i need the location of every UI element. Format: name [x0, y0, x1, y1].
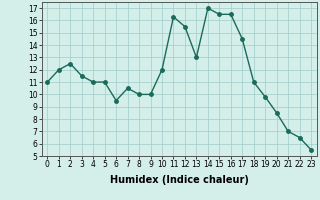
X-axis label: Humidex (Indice chaleur): Humidex (Indice chaleur) — [110, 175, 249, 185]
